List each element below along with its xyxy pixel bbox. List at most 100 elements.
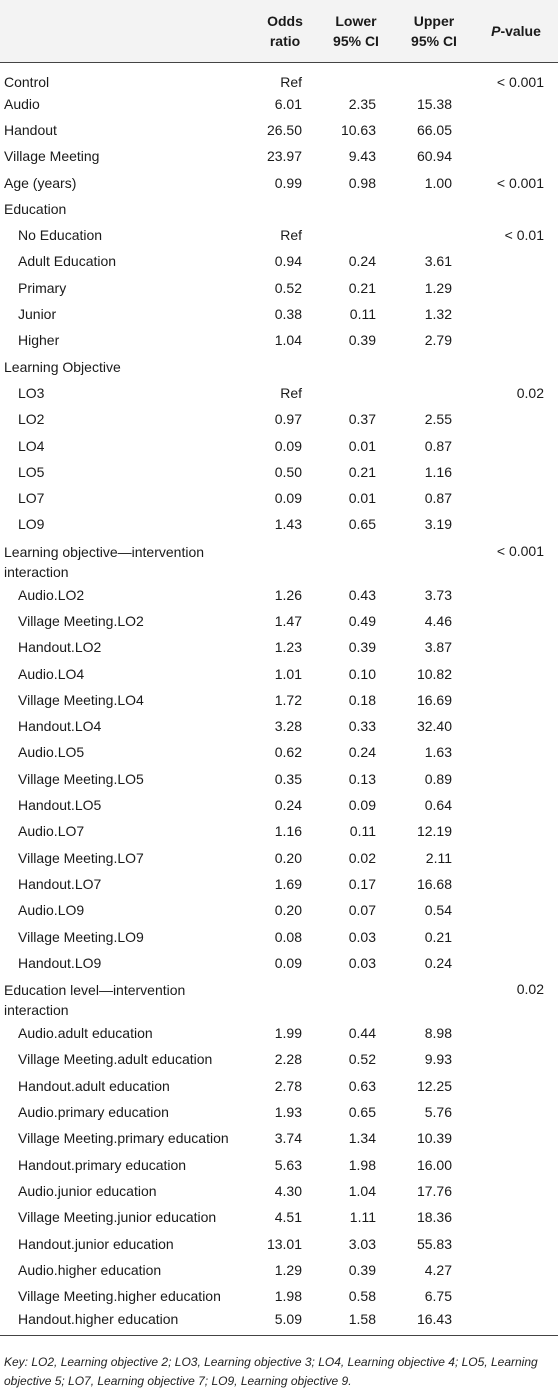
lower-ci-cell: 1.34 <box>348 1130 376 1147</box>
table-row: LO9 1.43 0.65 3.19 <box>0 511 558 537</box>
upper-ci-cell <box>394 222 474 248</box>
odds-ratio-table: Odds ratio Lower 95% CI Upper 95% CI P-valu… <box>0 0 558 1337</box>
p-value-cell <box>474 196 558 222</box>
row-label: LO3 <box>18 384 45 401</box>
row-label: Audio.LO7 <box>18 823 85 840</box>
row-label: Handout.higher education <box>0 1309 252 1337</box>
table-row: Handout 26.50 10.63 66.05 <box>0 117 558 143</box>
row-label: Junior <box>18 306 57 323</box>
lower-ci-cell <box>318 62 394 91</box>
p-value-cell <box>474 634 558 660</box>
odds-ratio-cell: 0.08 <box>274 928 302 945</box>
table-row: Handout.LO7 1.69 0.17 16.68 <box>0 871 558 897</box>
upper-ci-cell: 32.40 <box>416 718 452 735</box>
p-value-cell <box>474 608 558 634</box>
upper-ci-cell: 12.25 <box>416 1077 452 1094</box>
odds-ratio-cell: 1.29 <box>274 1261 302 1278</box>
upper-ci-cell: 1.29 <box>424 279 452 296</box>
upper-ci-cell: 4.46 <box>424 612 452 629</box>
lower-ci-cell <box>318 538 394 582</box>
odds-ratio-cell: 0.20 <box>274 849 302 866</box>
row-label: Audio.higher education <box>18 1261 162 1278</box>
odds-ratio-cell: 1.16 <box>274 823 302 840</box>
table-row: LO2 0.97 0.37 2.55 <box>0 406 558 432</box>
odds-ratio-cell: 1.99 <box>274 1025 302 1042</box>
row-label: Audio.LO5 <box>18 744 85 761</box>
p-value-cell <box>474 582 558 608</box>
p-value-cell <box>474 897 558 923</box>
table-row: Village Meeting.junior education 4.51 1.11… <box>0 1204 558 1230</box>
lower-ci-cell: 0.21 <box>348 279 376 296</box>
odds-ratio-cell: 1.98 <box>274 1288 302 1305</box>
p-value-cell <box>474 143 558 169</box>
odds-ratio-cell: Ref <box>280 227 302 244</box>
upper-ci-cell: 16.68 <box>416 875 452 892</box>
lower-ci-cell: 0.18 <box>348 691 376 708</box>
p-value-cell: 0.02 <box>516 384 544 401</box>
lower-ci-cell: 0.37 <box>348 411 376 428</box>
lower-ci-cell <box>318 380 394 406</box>
p-value-cell <box>474 1283 558 1309</box>
p-value-cell: 0.02 <box>516 981 544 997</box>
p-value-cell <box>474 91 558 117</box>
upper-ci-cell: 0.87 <box>424 490 452 507</box>
lower-ci-cell: 0.65 <box>348 516 376 533</box>
odds-ratio-cell: 4.30 <box>274 1182 302 1199</box>
upper-ci-cell: 3.61 <box>424 253 452 270</box>
table-row: Junior 0.38 0.11 1.32 <box>0 301 558 327</box>
odds-ratio-cell: 13.01 <box>266 1235 302 1252</box>
p-value-cell <box>474 1257 558 1283</box>
p-value-cell: < 0.01 <box>504 227 544 244</box>
row-label: Audio.LO9 <box>18 902 85 919</box>
p-value-cell <box>474 713 558 739</box>
p-value-cell <box>474 792 558 818</box>
upper-ci-cell: 0.54 <box>424 902 452 919</box>
p-value-cell <box>474 248 558 274</box>
upper-ci-cell: 2.11 <box>425 849 452 866</box>
row-label: Education level—intervention interaction <box>4 982 186 1018</box>
row-label: Control <box>4 73 50 90</box>
row-label: Learning objective—intervention interact… <box>4 543 205 580</box>
p-value-cell: < 0.001 <box>496 174 544 191</box>
table-row: Audio.LO4 1.01 0.10 10.82 <box>0 660 558 686</box>
odds-ratio-cell: 3.28 <box>274 718 302 735</box>
table-row: Audio.higher education 1.29 0.39 4.27 <box>0 1257 558 1283</box>
lower-ci-cell: 0.39 <box>348 1261 376 1278</box>
table-row: Village Meeting.adult education 2.28 0.52 9… <box>0 1046 558 1072</box>
upper-ci-cell: 17.76 <box>416 1182 452 1199</box>
odds-ratio-cell: 0.94 <box>274 253 302 270</box>
row-label: Handout.LO2 <box>18 639 102 656</box>
odds-ratio-cell: 0.99 <box>274 174 302 191</box>
odds-ratio-cell: 0.35 <box>274 770 302 787</box>
p-value-cell <box>474 739 558 765</box>
p-value-cell <box>474 950 558 976</box>
row-label: Village Meeting.primary education <box>18 1130 229 1147</box>
lower-ci-cell: 0.58 <box>348 1288 376 1305</box>
p-value-cell <box>474 1125 558 1151</box>
row-label: Village Meeting.LO7 <box>18 849 144 866</box>
table-header: Odds ratio Lower 95% CI Upper 95% CI P-valu… <box>0 0 558 63</box>
table-row: Education <box>0 196 558 222</box>
table-row: Audio.LO5 0.62 0.24 1.63 <box>0 739 558 765</box>
lower-ci-cell: 0.39 <box>348 639 376 656</box>
row-label: Learning Objective <box>4 358 121 375</box>
odds-ratio-cell: 0.09 <box>274 437 302 454</box>
upper-ci-cell: 10.39 <box>416 1130 452 1147</box>
upper-ci-cell: 55.83 <box>416 1235 452 1252</box>
p-value-cell: < 0.001 <box>496 542 544 559</box>
row-label: LO4 <box>18 437 45 454</box>
table-row: Village Meeting 23.97 9.43 60.94 <box>0 143 558 169</box>
p-value-cell <box>474 1099 558 1125</box>
table-row: Village Meeting.LO2 1.47 0.49 4.46 <box>0 608 558 634</box>
row-label: LO9 <box>18 516 45 533</box>
p-value-cell <box>474 1309 558 1337</box>
odds-ratio-cell: 26.50 <box>266 121 302 138</box>
row-label: Audio.junior education <box>18 1182 157 1199</box>
lower-ci-cell: 0.63 <box>348 1077 376 1094</box>
p-value-cell <box>474 1073 558 1099</box>
row-label: Audio.adult education <box>18 1025 153 1042</box>
lower-ci-cell: 1.58 <box>318 1309 394 1337</box>
lower-ci-cell: 0.49 <box>348 612 376 629</box>
odds-ratio-cell: Ref <box>280 384 302 401</box>
p-value-cell <box>474 845 558 871</box>
